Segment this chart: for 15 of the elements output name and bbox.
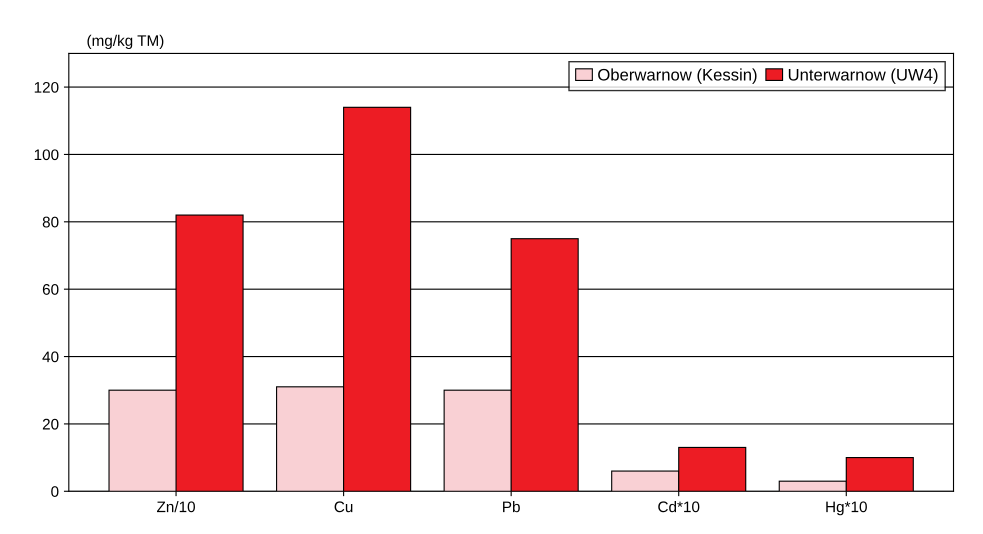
x-tick-label: Zn/10 (157, 501, 195, 512)
x-tick-label: Cd*10 (658, 501, 700, 512)
y-tick-label: 20 (42, 418, 58, 430)
y-axis-title: (mg/kg TM) (87, 34, 164, 50)
x-tick-label: Hg*10 (826, 501, 867, 516)
y-tick-label: 80 (42, 216, 58, 228)
x-tick-label: Cu (334, 501, 352, 512)
legend-label: Oberwarnow (Kessin) (598, 68, 757, 84)
y-tick-label: 100 (34, 149, 58, 160)
y-tick-label: 60 (42, 284, 58, 295)
legend-label: Unterwarnow (UW4) (788, 68, 938, 84)
x-tick-label: Pb (503, 501, 520, 512)
y-tick-label: 40 (42, 351, 58, 362)
y-tick-label: 0 (51, 486, 58, 497)
y-tick-label: 120 (34, 82, 58, 93)
